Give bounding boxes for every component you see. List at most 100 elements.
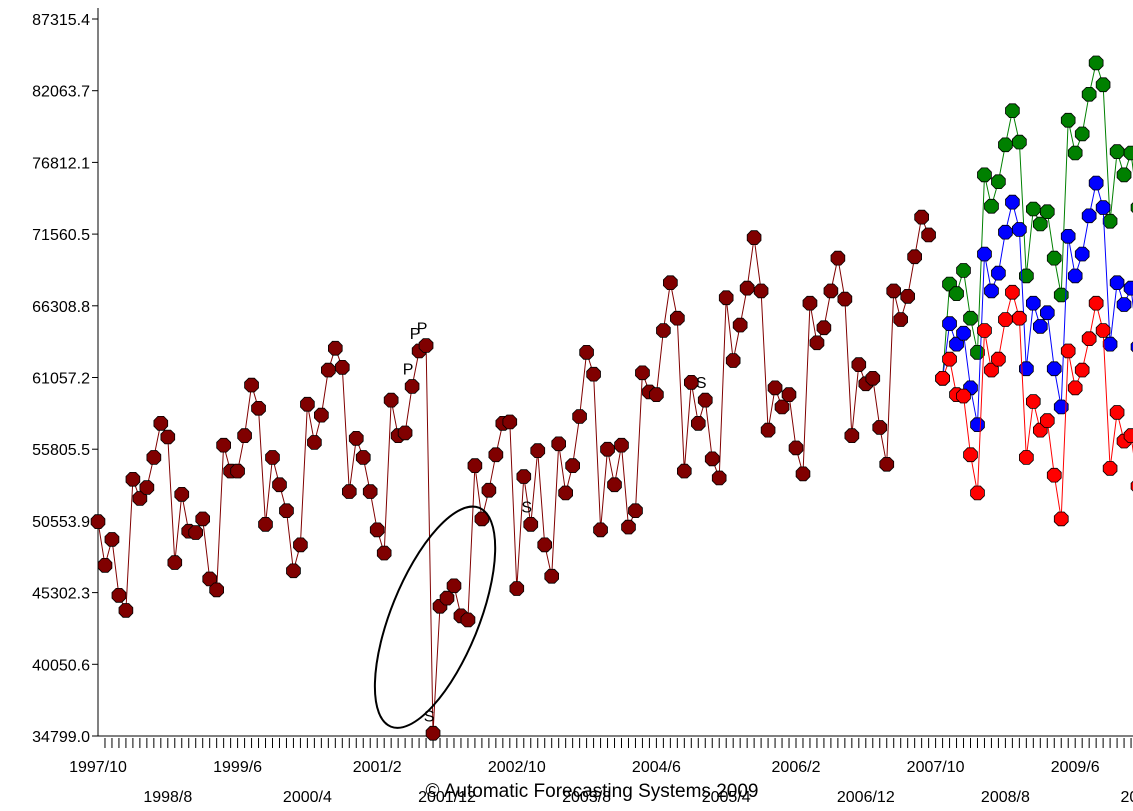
data-point (718, 290, 734, 306)
data-point (635, 365, 650, 381)
x-tick-label: 2006/2 (772, 759, 821, 776)
data-point (760, 422, 776, 438)
data-point (1109, 144, 1125, 160)
data-point (1116, 297, 1132, 312)
data-point (970, 344, 985, 360)
data-point (1109, 275, 1125, 291)
data-point (467, 458, 483, 474)
data-point (1109, 405, 1125, 420)
data-point (1005, 103, 1020, 118)
data-point (125, 471, 141, 487)
data-point (1074, 362, 1090, 378)
data-point (1123, 145, 1133, 161)
data-point (244, 377, 259, 393)
data-point (1012, 310, 1027, 326)
data-point (1053, 511, 1069, 527)
data-point (1005, 284, 1020, 300)
data-point (1067, 380, 1083, 396)
data-point (1074, 246, 1090, 262)
data-point (334, 359, 350, 375)
data-point (879, 456, 895, 472)
data-point (984, 283, 999, 299)
data-point (1095, 77, 1111, 93)
data-point (1088, 55, 1104, 71)
highlight-ellipse (373, 505, 497, 729)
data-point (956, 388, 971, 404)
data-point (697, 392, 713, 408)
data-point (893, 312, 908, 327)
outlier-marker-label: P (403, 361, 414, 378)
data-point (293, 537, 308, 553)
data-point (998, 137, 1013, 153)
data-point (725, 353, 741, 368)
data-point (1060, 343, 1076, 359)
data-point (942, 316, 957, 332)
y-tick-label: 87315.4 (32, 12, 90, 29)
data-point (970, 485, 985, 501)
data-point (1053, 287, 1069, 303)
data-point (209, 582, 225, 598)
x-tick-label: 2001/2 (353, 759, 402, 776)
data-point (607, 477, 622, 493)
data-point (1095, 323, 1111, 338)
data-point (1012, 222, 1027, 237)
data-point (649, 387, 664, 403)
data-point (579, 344, 594, 360)
data-point (383, 392, 399, 408)
y-tick-label: 61057.2 (32, 371, 90, 388)
data-point (998, 312, 1013, 327)
data-point (670, 310, 685, 326)
data-point (914, 209, 929, 225)
data-point (788, 440, 804, 456)
data-point (1067, 145, 1083, 161)
data-point (809, 335, 825, 351)
data-point (984, 198, 999, 214)
data-point (1081, 208, 1097, 224)
x-tick-label: 2006/12 (837, 789, 895, 806)
data-point (1074, 126, 1090, 142)
data-point (1012, 134, 1027, 150)
data-point (935, 370, 950, 386)
data-point (1123, 280, 1133, 296)
data-point (1046, 467, 1062, 483)
data-point (320, 362, 336, 378)
data-point (977, 167, 992, 183)
data-point (816, 320, 832, 336)
y-tick-label: 82063.7 (32, 84, 90, 101)
data-point (1095, 200, 1111, 215)
data-point (1033, 319, 1048, 334)
data-point (139, 480, 155, 495)
data-point (167, 555, 183, 570)
y-tick-label: 66308.8 (32, 299, 90, 316)
data-point (1026, 201, 1041, 217)
y-tick-label: 55805.5 (32, 442, 90, 459)
data-point (551, 436, 566, 452)
data-point (711, 470, 727, 486)
x-tick-label: 2001/12 (418, 789, 476, 806)
data-point (237, 428, 252, 444)
data-point (439, 590, 455, 606)
x-tick-label: 2000/4 (283, 789, 332, 806)
data-point (1067, 268, 1083, 284)
data-point (1060, 228, 1076, 244)
data-point (851, 357, 867, 373)
data-point (684, 374, 699, 390)
data-point (118, 603, 134, 618)
x-tick-label: 1997/10 (69, 759, 127, 776)
data-point (963, 310, 978, 326)
data-point (251, 400, 266, 416)
y-tick-label: 45302.3 (32, 586, 90, 603)
data-point (753, 283, 769, 299)
data-point (767, 380, 783, 396)
data-point (488, 447, 504, 463)
data-point (1046, 361, 1062, 377)
outlier-marker-label: P (410, 326, 421, 343)
data-point (1046, 250, 1062, 266)
data-point (230, 463, 245, 479)
data-point (1026, 394, 1041, 409)
data-point (774, 399, 790, 415)
outlier-marker-label: P (417, 321, 428, 338)
data-point (565, 458, 580, 474)
outlier-marker-label: S (521, 499, 532, 516)
